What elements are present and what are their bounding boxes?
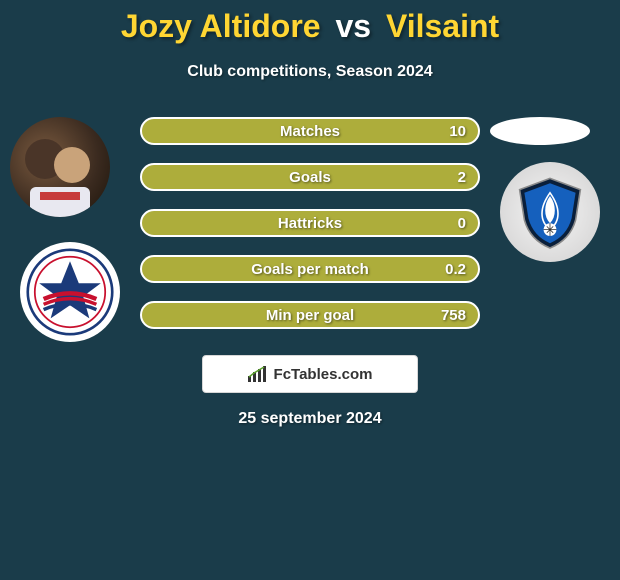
bar-chart-icon	[248, 366, 268, 382]
stat-bar-min-per-goal: Min per goal758	[140, 301, 480, 329]
player1-club-badge	[20, 242, 120, 342]
stat-label: Goals	[142, 169, 478, 186]
player2-club-badge	[500, 162, 600, 262]
vs-separator: vs	[335, 8, 371, 44]
stat-value: 0	[458, 215, 466, 232]
page-title: Jozy Altidore vs Vilsaint	[0, 0, 620, 45]
stat-label: Min per goal	[142, 307, 478, 324]
subtitle: Club competitions, Season 2024	[0, 63, 620, 81]
stat-value: 2	[458, 169, 466, 186]
stats-area: Matches10 Goals2 Hattricks0 Goals per match…	[0, 117, 620, 357]
stat-bar-hattricks: Hattricks0	[140, 209, 480, 237]
player2-avatar	[490, 117, 590, 145]
stat-bar-goals-per-match: Goals per match0.2	[140, 255, 480, 283]
generation-date: 25 september 2024	[0, 410, 620, 428]
stat-value: 0.2	[445, 261, 466, 278]
stat-label: Matches	[142, 123, 478, 140]
attribution-text: FcTables.com	[274, 366, 373, 383]
attribution-badge[interactable]: FcTables.com	[202, 355, 418, 393]
player1-avatar	[10, 117, 110, 217]
stat-bar-goals: Goals2	[140, 163, 480, 191]
player2-name: Vilsaint	[386, 8, 499, 44]
stat-bar-matches: Matches10	[140, 117, 480, 145]
player1-name: Jozy Altidore	[121, 8, 321, 44]
stat-value: 758	[441, 307, 466, 324]
stat-label: Goals per match	[142, 261, 478, 278]
stat-label: Hattricks	[142, 215, 478, 232]
stat-value: 10	[449, 123, 466, 140]
